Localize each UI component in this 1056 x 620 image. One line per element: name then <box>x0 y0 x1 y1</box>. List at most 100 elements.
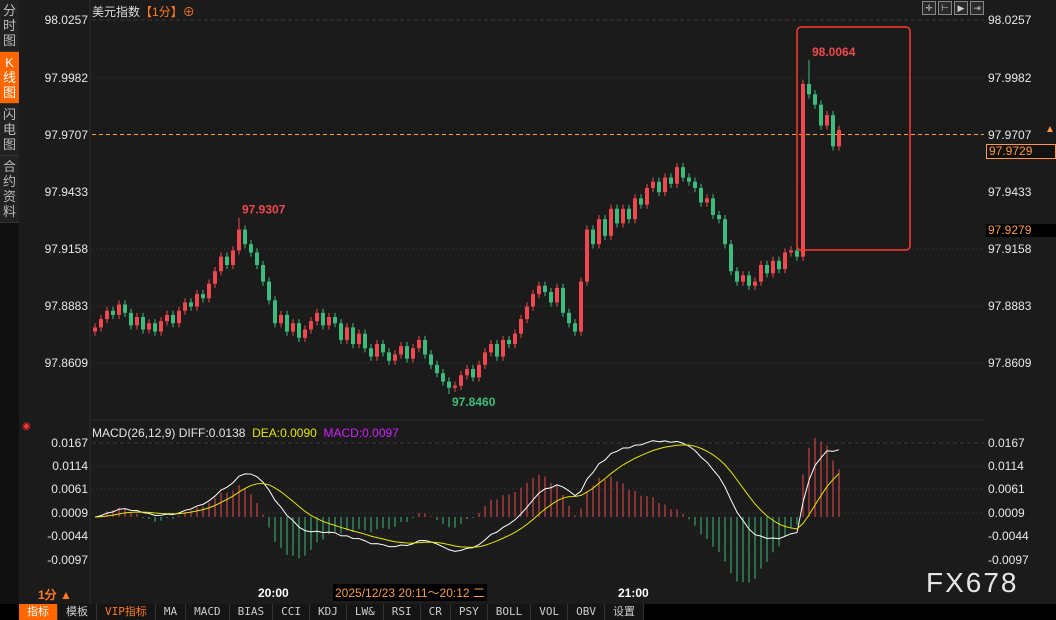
price-axis-label: 97.9158 <box>44 242 88 256</box>
candle-body <box>573 323 577 332</box>
candle-body <box>303 329 307 338</box>
zoom-in-icon[interactable]: ⊢ <box>938 1 952 15</box>
sidebar-item-timeshare[interactable]: 分时图 <box>0 0 19 52</box>
sidebar-item-flash[interactable]: 闪电图 <box>0 104 19 156</box>
indicator-tab[interactable]: CR <box>420 604 451 620</box>
candle-body <box>261 264 265 282</box>
indicator-tab[interactable]: KDJ <box>310 604 347 620</box>
jump-to-end-icon[interactable]: ⇥ <box>970 1 984 15</box>
candle-body <box>627 208 631 220</box>
candle-body <box>237 229 241 251</box>
macd-axis-label: 0.0061 <box>51 482 88 496</box>
candle-body <box>621 208 625 224</box>
candle-body <box>783 252 787 270</box>
candle-body <box>513 333 517 345</box>
price-axis-label: 97.9707 <box>988 128 1032 142</box>
kline-chart[interactable]: ▲ 97.9307 97.8460 98.0064 <box>0 0 1056 604</box>
candle-body <box>153 323 157 332</box>
candle-body <box>615 208 619 224</box>
candle-body <box>465 369 469 376</box>
candle-body <box>585 229 589 282</box>
candle-body <box>561 287 565 313</box>
candle-body <box>489 344 493 353</box>
indicator-tab[interactable]: RSI <box>383 604 421 620</box>
candle-body <box>255 252 259 265</box>
indicator-tab[interactable]: 设置 <box>605 604 644 620</box>
candle-body <box>507 339 511 345</box>
candle-body <box>333 317 337 324</box>
price-axis-label: 97.9158 <box>988 242 1032 256</box>
candle-body <box>423 339 427 355</box>
candle-body <box>531 294 535 307</box>
price-axis-label: 97.8609 <box>44 356 88 370</box>
watermark-logo: FX678 <box>926 567 1019 598</box>
candle-body <box>141 317 145 330</box>
macd-settings-icon[interactable]: ◉ <box>22 421 31 432</box>
candle-body <box>555 287 559 303</box>
candle-body <box>633 198 637 220</box>
candle-body <box>357 333 361 345</box>
candle-body <box>543 285 547 293</box>
candle-body <box>759 264 763 282</box>
price-axis-label: 97.9433 <box>988 185 1032 199</box>
indicator-tab[interactable]: CCI <box>273 604 310 620</box>
sidebar-item-contract-info[interactable]: 合约资料 <box>0 156 19 223</box>
candle-body <box>339 323 343 340</box>
crosshair-icon[interactable]: ✛ <box>922 1 936 15</box>
indicator-tab[interactable]: OBV <box>568 604 605 620</box>
candle-body <box>165 314 169 322</box>
indicator-tab[interactable]: VOL <box>531 604 569 620</box>
candle-body <box>429 354 433 365</box>
indicator-tab[interactable]: LW& <box>346 604 384 620</box>
candle-body <box>597 219 601 245</box>
candle-body <box>777 260 781 270</box>
indicator-tab[interactable]: BIAS <box>229 604 274 620</box>
candle-body <box>603 219 607 236</box>
sidebar-item-kline[interactable]: K线图 <box>0 52 19 104</box>
candle-body <box>837 129 841 147</box>
indicator-tab[interactable]: MA <box>155 604 187 620</box>
candle-body <box>201 294 205 299</box>
instrument-name: 美元指数 <box>92 5 141 19</box>
candle-body <box>675 167 679 184</box>
candle-body <box>351 327 355 345</box>
macd-axis-label: 0.0167 <box>988 436 1025 450</box>
price-axis-label: 97.9982 <box>988 71 1032 85</box>
candle-body <box>699 187 703 203</box>
candle-body <box>315 312 319 322</box>
macd-axis-label: 0.0167 <box>51 436 88 450</box>
play-icon[interactable]: ▶ <box>954 1 968 15</box>
period-selector[interactable]: 1分 ▲ <box>38 588 72 602</box>
candle-body <box>387 352 391 361</box>
candle-body <box>537 285 541 295</box>
macd-axis-label: -0.0044 <box>988 529 1029 543</box>
candle-body <box>825 115 829 126</box>
candle-body <box>591 229 595 245</box>
candle-body <box>273 300 277 324</box>
candle-body <box>639 198 643 205</box>
macd-label: MACD(26,12,9) <box>92 426 176 440</box>
cursor-price-tag: 97.9279 <box>986 224 1056 237</box>
candle-body <box>477 364 481 378</box>
price-axis-label: 97.9707 <box>44 128 88 142</box>
indicator-tab[interactable]: VIP指标 <box>97 604 156 620</box>
candle-body <box>345 327 349 340</box>
macd-axis-label: -0.0097 <box>988 553 1029 567</box>
diff-value: DIFF:0.0138 <box>178 426 246 440</box>
cursor-time: 2025/12/23 20:11～20:12 二 <box>333 584 487 601</box>
indicator-tab[interactable]: PSY <box>450 604 488 620</box>
candle-body <box>207 283 211 299</box>
indicator-tab[interactable]: 指标 <box>19 604 58 620</box>
candle-body <box>435 364 439 374</box>
candle-body <box>657 181 661 193</box>
sidebar: 分时图 K线图 闪电图 合约资料 <box>0 0 19 604</box>
indicator-tab[interactable]: BOLL <box>487 604 532 620</box>
price-axis-label: 97.8883 <box>44 299 88 313</box>
add-icon[interactable]: ⊕ <box>182 5 195 19</box>
candle-body <box>549 292 553 303</box>
indicator-tab[interactable]: MACD <box>186 604 230 620</box>
macd-axis-label: -0.0097 <box>47 553 88 567</box>
indicator-tab[interactable]: 模板 <box>58 604 97 620</box>
candle-body <box>441 373 445 382</box>
candle-body <box>189 302 193 307</box>
